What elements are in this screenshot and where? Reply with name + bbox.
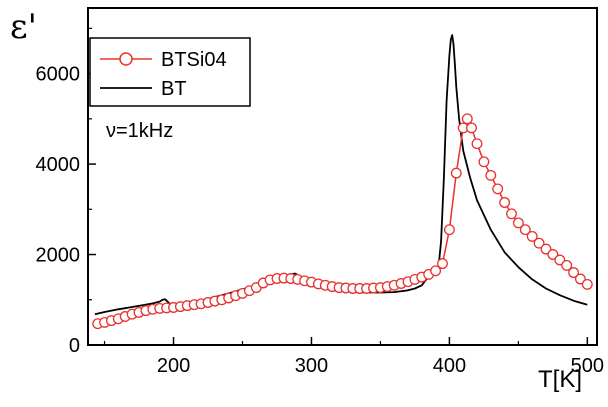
- series-layer: [92, 34, 593, 330]
- x-tick-label-300: 300: [295, 355, 328, 377]
- x-tick-label-400: 400: [433, 355, 466, 377]
- data-point-btsi04: [466, 122, 477, 134]
- x-tick-label-500: 500: [571, 355, 604, 377]
- y-tick-label-6000: 6000: [36, 64, 81, 86]
- tick-labels: 200 300 400 500 0 2000 4000 6000: [36, 64, 605, 377]
- x-axis-title: T[K]: [538, 366, 582, 393]
- data-point-btsi04: [506, 208, 517, 220]
- y-tick-label-0: 0: [69, 335, 80, 357]
- data-point-btsi04: [519, 224, 531, 236]
- legend-box: [89, 37, 251, 107]
- data-point-btsi04: [547, 249, 559, 260]
- data-point-btsi04: [533, 237, 545, 249]
- y-tick-label-4000: 4000: [36, 154, 81, 176]
- data-point-btsi04: [450, 167, 462, 179]
- data-point-btsi04: [478, 156, 490, 168]
- x-tick-label-200: 200: [157, 355, 190, 377]
- data-point-btsi04: [471, 138, 483, 150]
- data-point-btsi04: [485, 169, 497, 181]
- plot-area: [87, 7, 598, 346]
- data-point-btsi04: [430, 265, 442, 277]
- legend: BTSi04 BT: [89, 37, 251, 107]
- legend-marker-btsi04: [119, 52, 133, 66]
- data-point-btsi04: [568, 267, 580, 279]
- data-point-btsi04: [437, 258, 448, 270]
- data-point-btsi04: [492, 183, 504, 195]
- frequency-annotation: ν=1kHz: [106, 120, 173, 142]
- data-point-btsi04: [512, 217, 524, 229]
- data-point-btsi04: [581, 278, 593, 290]
- plot-frame: [87, 7, 598, 346]
- y-axis-title: ε': [10, 7, 37, 47]
- data-point-btsi04: [443, 224, 455, 236]
- data-point-btsi04: [499, 197, 511, 208]
- legend-label-bt: BT: [161, 78, 187, 100]
- legend-label-btsi04: BTSi04: [161, 49, 227, 71]
- data-point-btsi04: [526, 230, 538, 242]
- data-point-btsi04: [461, 113, 473, 125]
- data-point-btsi04: [561, 259, 573, 271]
- y-tick-label-2000: 2000: [36, 245, 81, 267]
